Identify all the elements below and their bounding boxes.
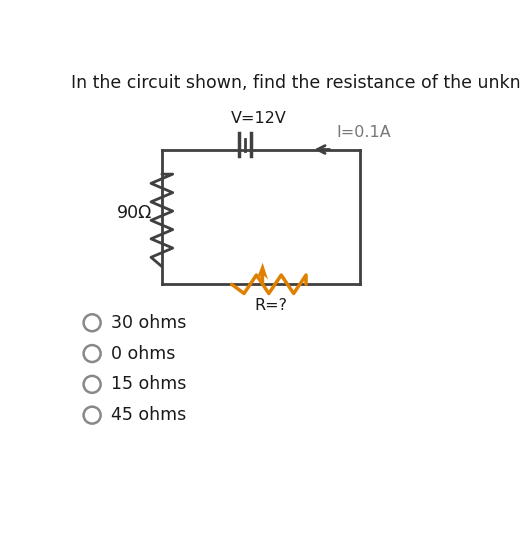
Polygon shape xyxy=(256,262,268,284)
Text: 90Ω: 90Ω xyxy=(117,204,152,221)
Text: R=?: R=? xyxy=(254,298,287,313)
Text: 45 ohms: 45 ohms xyxy=(111,406,186,424)
Text: V=12V: V=12V xyxy=(231,111,287,126)
Text: In the circuit shown, find the resistance of the unknown resistor: In the circuit shown, find the resistanc… xyxy=(71,74,520,92)
Text: 0 ohms: 0 ohms xyxy=(111,345,175,362)
Text: 30 ohms: 30 ohms xyxy=(111,314,186,332)
Text: I=0.1A: I=0.1A xyxy=(336,125,391,140)
Text: 15 ohms: 15 ohms xyxy=(111,375,186,393)
